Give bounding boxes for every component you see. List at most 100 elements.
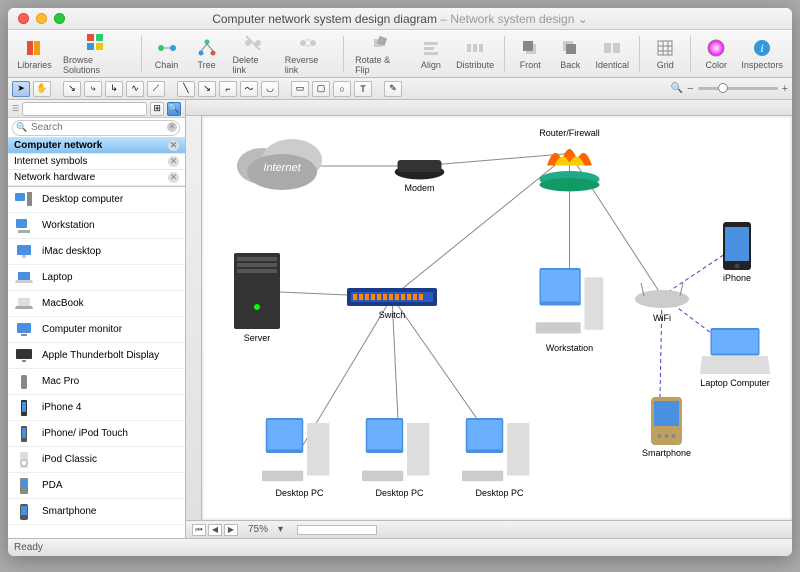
grid-view-button[interactable]: ⊞ (150, 102, 164, 116)
node-internet[interactable]: Internet (232, 136, 332, 196)
search-button[interactable]: 🔍 (167, 102, 181, 116)
shape-apple-thunderbolt-display[interactable]: Apple Thunderbolt Display (8, 343, 185, 369)
shape-smartphone[interactable]: Smartphone (8, 499, 185, 525)
node-wifi[interactable]: WiFi (632, 281, 692, 323)
shape-workstation[interactable]: Workstation (8, 213, 185, 239)
toolbar-tree[interactable]: Tree (189, 35, 225, 72)
shape-ipod-classic[interactable]: iPod Classic (8, 447, 185, 473)
arrow-tool[interactable]: ↘ (198, 81, 216, 97)
toolbar-front[interactable]: Front (512, 35, 548, 72)
shape-macbook[interactable]: MacBook (8, 291, 185, 317)
category-network-hardware[interactable]: Network hardware✕ (8, 170, 185, 186)
tool-toolbar: ➤ ✋ ↘ ⤷ ↳ ∿ ⟋ ╲ ↘ ⌐ 〜 ◡ ▭ ▢ ○ T ✎ 🔍 − + (8, 78, 792, 100)
canvas-statusbar: ⏮ ◀ ▶ 75% ▾ (186, 520, 792, 538)
toolbar-grid[interactable]: Grid (647, 35, 683, 72)
shape-iphone-[interactable]: iPhone 4 (8, 395, 185, 421)
zoom-slider[interactable] (698, 87, 778, 90)
iphone-icon (14, 399, 34, 417)
toolbar-chain[interactable]: Chain (149, 35, 185, 72)
sidebar-menu-icon[interactable]: ☰ (12, 104, 19, 113)
title-chevron-icon[interactable]: ⌄ (578, 12, 588, 26)
zoom-minus[interactable]: − (687, 83, 693, 95)
toolbar-distribute[interactable]: Distribute (453, 35, 497, 72)
connector-tool-2[interactable]: ⤷ (84, 81, 102, 97)
desktop-icon (362, 416, 437, 486)
node-modem[interactable]: Modem (392, 151, 447, 193)
canvas-area: Internet Modem Router/Firewall Server Switch… (186, 100, 792, 538)
page-prev-button[interactable]: ◀ (208, 524, 222, 536)
toolbar-browse-solutions[interactable]: Browse Solutions (59, 30, 134, 77)
hscroll-mini[interactable] (297, 525, 377, 535)
shape-laptop[interactable]: Laptop (8, 265, 185, 291)
ellipse-tool[interactable]: ○ (333, 81, 351, 97)
status-text: Ready (14, 542, 43, 553)
shape-computer-monitor[interactable]: Computer monitor (8, 317, 185, 343)
connector-tool-5[interactable]: ⟋ (147, 81, 165, 97)
app-window: Computer network system design diagram –… (8, 8, 792, 556)
text-tool[interactable]: T (354, 81, 372, 97)
eyedropper-tool[interactable]: ✎ (384, 81, 402, 97)
back-icon (559, 37, 581, 59)
page-first-button[interactable]: ⏮ (192, 524, 206, 536)
close-icon[interactable]: ✕ (168, 140, 179, 151)
close-icon[interactable]: ✕ (168, 172, 179, 183)
titlebar[interactable]: Computer network system design diagram –… (8, 8, 792, 30)
hand-tool[interactable]: ✋ (33, 81, 51, 97)
shape-iphone-ipod-touch[interactable]: iPhone/ iPod Touch (8, 421, 185, 447)
shape-pda[interactable]: PDA (8, 473, 185, 499)
node-router[interactable]: Router/Firewall (532, 126, 607, 193)
curve-tool[interactable]: 〜 (240, 81, 258, 97)
node-switch[interactable]: Switch (347, 286, 437, 320)
search-input[interactable] (12, 120, 180, 136)
align-icon (420, 37, 442, 59)
node-label: Laptop Computer (700, 378, 770, 388)
shape-imac-desktop[interactable]: iMac desktop (8, 239, 185, 265)
node-pc1[interactable]: Desktop PC (262, 416, 337, 498)
arc-tool[interactable]: ◡ (261, 81, 279, 97)
toolbar-identical[interactable]: Identical (592, 35, 632, 72)
toolbar-delete-link[interactable]: Delete link (229, 30, 277, 77)
node-pc3[interactable]: Desktop PC (462, 416, 537, 498)
content-area: ☰ ⊞ 🔍 Computer network✕Internet symbols✕… (8, 100, 792, 538)
shape-mac-pro[interactable]: Mac Pro (8, 369, 185, 395)
close-icon[interactable]: ✕ (168, 156, 179, 167)
polyline-tool[interactable]: ⌐ (219, 81, 237, 97)
macbook-icon (14, 295, 34, 313)
node-smart[interactable]: Smartphone (642, 396, 691, 458)
toolbar-align[interactable]: Align (413, 35, 449, 72)
category-computer-network[interactable]: Computer network✕ (8, 138, 185, 154)
roundrect-tool[interactable]: ▢ (312, 81, 330, 97)
shape-desktop-computer[interactable]: Desktop computer (8, 187, 185, 213)
toolbar-color[interactable]: Color (698, 35, 734, 72)
zoom-out-icon[interactable]: 🔍 (671, 83, 683, 94)
node-pc2[interactable]: Desktop PC (362, 416, 437, 498)
rect-tool[interactable]: ▭ (291, 81, 309, 97)
node-ws[interactable]: Workstation (532, 266, 607, 353)
pointer-tool[interactable]: ➤ (12, 81, 30, 97)
server-icon (232, 251, 282, 331)
zoom-controls: 🔍 − + (671, 83, 788, 95)
zoom-level: 75% (248, 524, 268, 535)
category-list: Computer network✕Internet symbols✕Networ… (8, 138, 185, 187)
toolbar-back[interactable]: Back (552, 35, 588, 72)
page-next-button[interactable]: ▶ (224, 524, 238, 536)
node-laptop[interactable]: Laptop Computer (700, 326, 770, 388)
node-label: Smartphone (642, 448, 691, 458)
page-controls: ⏮ ◀ ▶ (192, 524, 238, 536)
display-icon (14, 347, 34, 365)
node-iphone[interactable]: iPhone (722, 221, 752, 283)
connector-tool-4[interactable]: ∿ (126, 81, 144, 97)
toolbar-libraries[interactable]: Libraries (14, 35, 55, 72)
toolbar-rotate-flip[interactable]: Rotate & Flip (351, 30, 409, 77)
sidebar-filter-input[interactable] (22, 102, 147, 116)
connector-tool-1[interactable]: ↘ (63, 81, 81, 97)
category-internet-symbols[interactable]: Internet symbols✕ (8, 154, 185, 170)
toolbar-reverse-link[interactable]: Reverse link (281, 30, 336, 77)
connector-tool-3[interactable]: ↳ (105, 81, 123, 97)
toolbar-inspectors[interactable]: iInspectors (738, 35, 786, 72)
zoom-dropdown-icon[interactable]: ▾ (278, 524, 283, 535)
canvas[interactable]: Internet Modem Router/Firewall Server Switch… (202, 116, 792, 520)
node-server[interactable]: Server (232, 251, 282, 343)
line-tool[interactable]: ╲ (177, 81, 195, 97)
zoom-plus[interactable]: + (782, 83, 788, 95)
